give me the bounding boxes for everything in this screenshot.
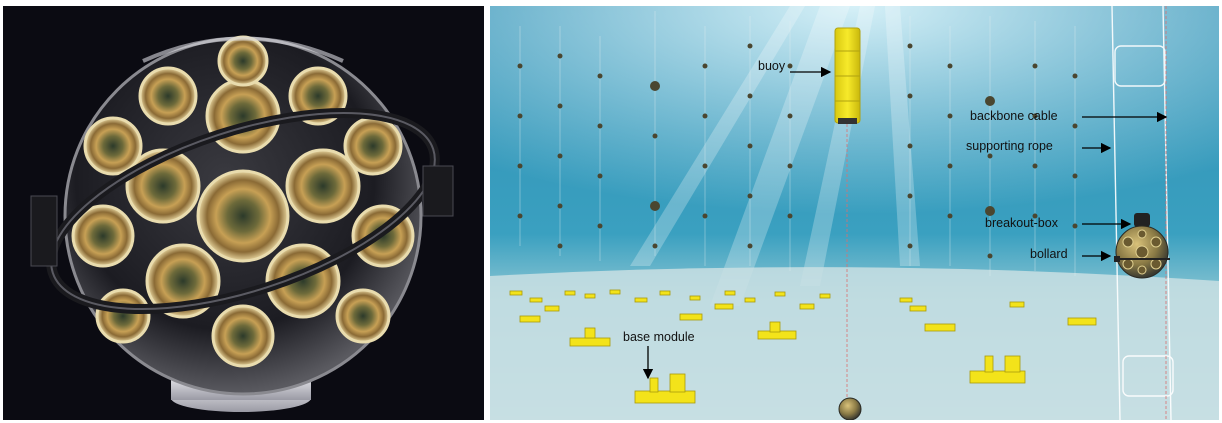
base-module-label: base module: [623, 330, 695, 344]
bollard-label: bollard: [1030, 247, 1068, 261]
supporting-rope-label: supporting rope: [966, 139, 1053, 153]
backbone-cable-label: backbone cable: [970, 109, 1058, 123]
optical-modules: [517, 43, 1078, 259]
large-optical-module: [1114, 213, 1170, 279]
annotation-arrows: [642, 66, 1168, 380]
optical-module-photo: [3, 6, 484, 420]
backbone-cable: [1111, 6, 1174, 420]
buoy: [834, 27, 861, 124]
bracket-right: [422, 165, 454, 217]
bracket-left: [30, 195, 58, 267]
buoy-label: buoy: [758, 59, 786, 73]
pmt-array: [71, 35, 415, 368]
detector-array-illustration: buoy backbone cable supporting rope brea…: [490, 6, 1219, 420]
bottom-optical-module: [838, 397, 862, 420]
base-modules: [509, 289, 1097, 404]
breakout-box-label: breakout-box: [985, 216, 1058, 230]
optical-module-sphere: [3, 6, 484, 420]
underwater-scene: [490, 6, 1219, 420]
breakout-box-shape: [1134, 213, 1150, 227]
